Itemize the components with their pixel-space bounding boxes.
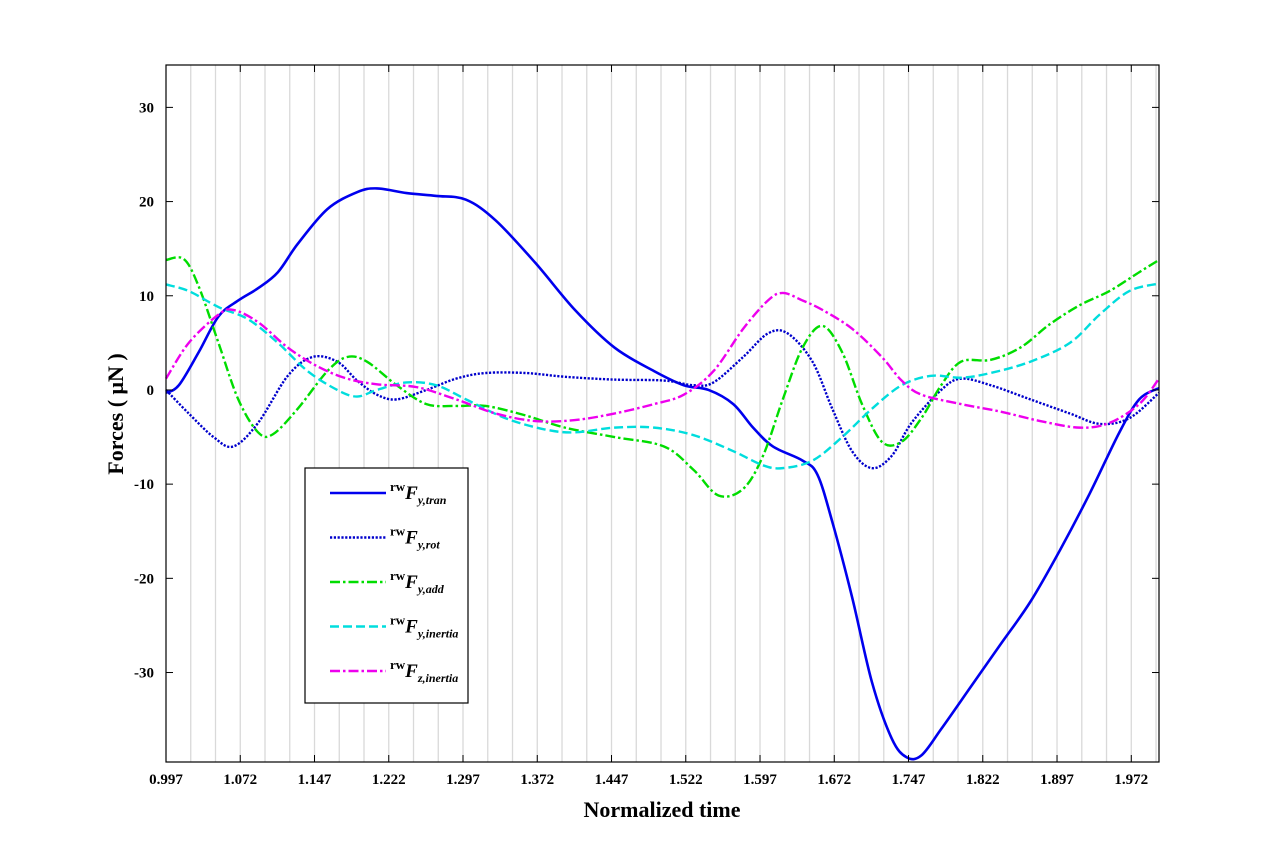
x-tick-label: 1.372 (520, 772, 554, 788)
x-tick-label: 1.297 (446, 772, 480, 788)
grid-lines (190, 65, 1157, 762)
axis-ticks: 0.997 1.072 1.147 1.222 1.297 1.372 1.447 1.522… (134, 65, 1159, 788)
legend-box (304, 467, 469, 704)
x-tick-label: 1.447 (595, 772, 629, 788)
series-lines (164, 187, 1160, 761)
x-tick-label: 1.747 (892, 772, 926, 788)
y-tick-label: 10 (139, 289, 154, 305)
x-tick-label: 1.222 (372, 772, 406, 788)
y-tick-label: -30 (134, 666, 154, 682)
x-tick-label: 0.997 (149, 772, 183, 788)
series-line-1 (165, 187, 1160, 761)
series-line-5 (164, 291, 1160, 429)
legend: rwFy,tran rwFy,rot rwFy,add rwFy,inertia rwF… (304, 467, 469, 704)
y-tick-label: -20 (134, 571, 154, 587)
legend-label-5: rwFz,inertia (390, 657, 458, 685)
series-line-4 (165, 282, 1160, 470)
legend-label-1: rwFy,tran (390, 479, 447, 507)
series-line-3 (165, 256, 1160, 498)
y-tick-label: 20 (139, 195, 154, 211)
x-tick-label: 1.147 (298, 772, 332, 788)
y-tick-label: 0 (147, 383, 155, 399)
x-tick-label: 1.897 (1040, 772, 1074, 788)
y-axis-title: Forces ( μN ) (103, 353, 128, 474)
x-tick-label: 1.522 (669, 772, 703, 788)
x-tick-label: 1.072 (223, 772, 257, 788)
x-tick-label: 1.822 (966, 772, 1000, 788)
x-tick-label: 1.672 (817, 772, 851, 788)
x-tick-label: 1.972 (1114, 772, 1148, 788)
legend-label-3: rwFy,add (390, 568, 445, 596)
legend-label-2: rwFy,rot (390, 524, 440, 552)
x-tick-label: 1.597 (743, 772, 777, 788)
x-axis-title: Normalized time (584, 797, 741, 822)
y-tick-label: -10 (134, 477, 154, 493)
y-tick-label: 30 (139, 100, 154, 116)
plot-frame (165, 64, 1160, 763)
legend-label-4: rwFy,inertia (390, 613, 458, 641)
